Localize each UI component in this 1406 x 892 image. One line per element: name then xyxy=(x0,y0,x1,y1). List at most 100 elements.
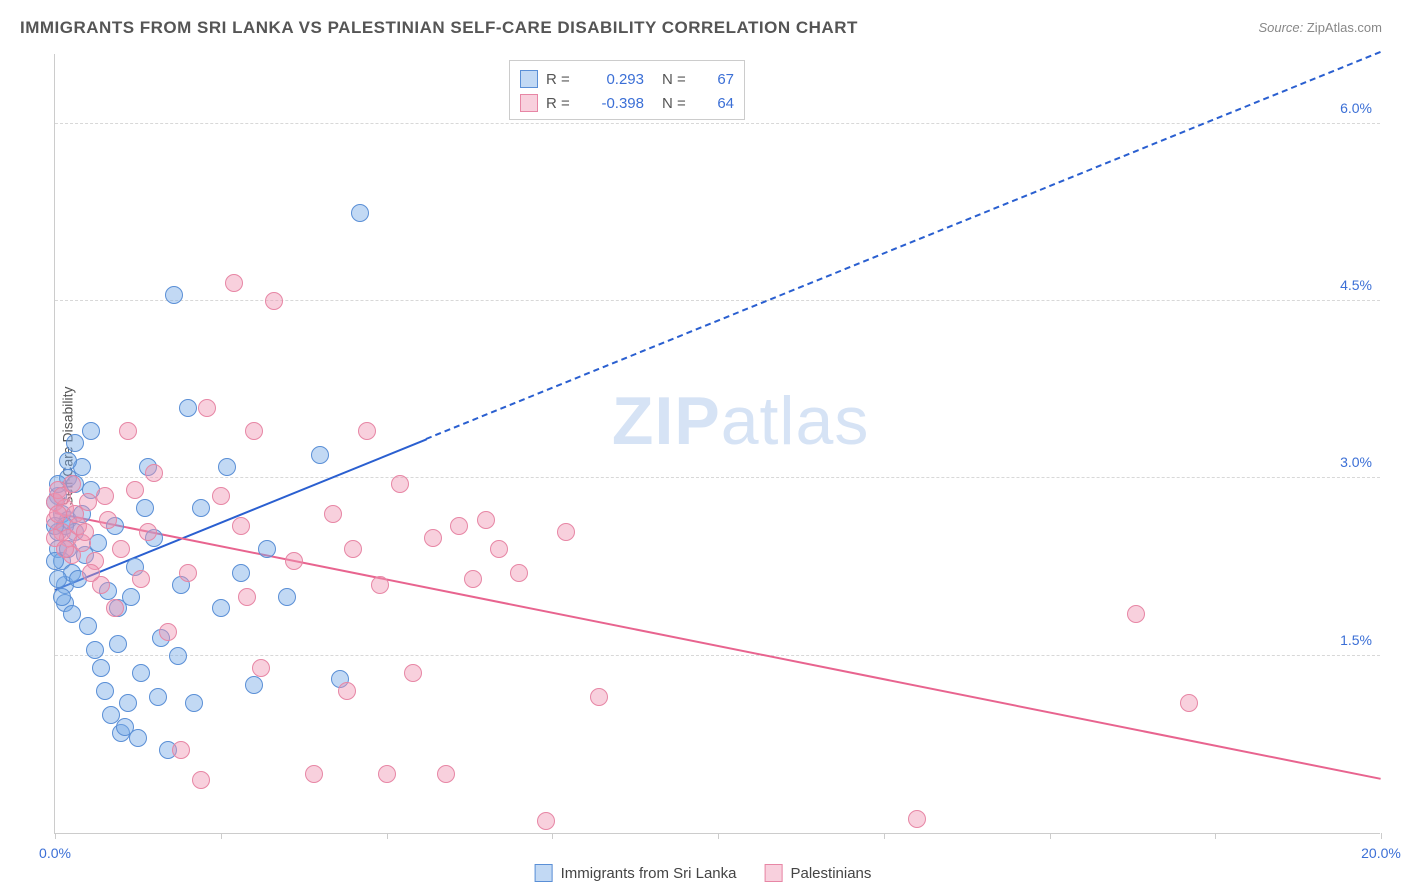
data-point xyxy=(192,771,210,789)
correlation-legend-box: R = 0.293 N = 67 R = -0.398 N = 64 xyxy=(509,60,745,120)
data-point xyxy=(59,452,77,470)
legend-n-label: N = xyxy=(662,95,696,112)
legend-swatch-b xyxy=(765,864,783,882)
data-point xyxy=(172,741,190,759)
gridline xyxy=(55,300,1380,301)
x-tick-label: 20.0% xyxy=(1361,845,1401,861)
data-point xyxy=(165,286,183,304)
data-point xyxy=(404,664,422,682)
data-point xyxy=(212,487,230,505)
x-tick-mark xyxy=(1381,833,1382,839)
data-point xyxy=(245,422,263,440)
legend-n-value: 64 xyxy=(704,95,734,112)
data-point xyxy=(79,493,97,511)
data-point xyxy=(126,481,144,499)
source-name: ZipAtlas.com xyxy=(1307,20,1382,35)
legend-label-b: Palestinians xyxy=(791,865,872,882)
data-point xyxy=(159,623,177,641)
data-point xyxy=(590,688,608,706)
x-tick-mark xyxy=(718,833,719,839)
data-point xyxy=(149,688,167,706)
y-tick-label: 6.0% xyxy=(1340,100,1372,116)
data-point xyxy=(232,564,250,582)
x-tick-mark xyxy=(387,833,388,839)
data-point xyxy=(129,729,147,747)
data-point xyxy=(122,588,140,606)
legend-swatch xyxy=(520,70,538,88)
data-point xyxy=(82,564,100,582)
legend-row: R = -0.398 N = 64 xyxy=(520,91,734,115)
x-tick-mark xyxy=(552,833,553,839)
gridline xyxy=(55,477,1380,478)
data-point xyxy=(63,475,81,493)
data-point xyxy=(477,511,495,529)
legend-swatch xyxy=(520,94,538,112)
data-point xyxy=(285,552,303,570)
source-label: Source: xyxy=(1258,20,1306,35)
data-point xyxy=(49,505,67,523)
x-tick-mark xyxy=(55,833,56,839)
x-tick-label: 0.0% xyxy=(39,845,71,861)
data-point xyxy=(96,487,114,505)
data-point xyxy=(145,464,163,482)
data-point xyxy=(53,588,71,606)
x-tick-mark xyxy=(1215,833,1216,839)
scatter-plot-area: ZIPatlas R =0.293N =67R =-0.398N =64 1.5… xyxy=(54,54,1380,834)
data-point xyxy=(358,422,376,440)
data-point xyxy=(371,576,389,594)
y-tick-label: 1.5% xyxy=(1340,632,1372,648)
data-point xyxy=(136,499,154,517)
data-point xyxy=(311,446,329,464)
data-point xyxy=(324,505,342,523)
data-point xyxy=(86,641,104,659)
legend-r-value: 0.293 xyxy=(588,71,644,88)
data-point xyxy=(119,694,137,712)
gridline xyxy=(55,123,1380,124)
data-point xyxy=(109,635,127,653)
source-credit: Source: ZipAtlas.com xyxy=(1258,20,1382,35)
data-point xyxy=(238,588,256,606)
data-point xyxy=(450,517,468,535)
legend-r-label: R = xyxy=(546,95,580,112)
data-point xyxy=(510,564,528,582)
data-point xyxy=(351,204,369,222)
data-point xyxy=(258,540,276,558)
data-point xyxy=(192,499,210,517)
data-point xyxy=(557,523,575,541)
legend-n-label: N = xyxy=(662,71,696,88)
data-point xyxy=(139,523,157,541)
data-point xyxy=(169,647,187,665)
data-point xyxy=(225,274,243,292)
data-point xyxy=(252,659,270,677)
legend-r-value: -0.398 xyxy=(588,95,644,112)
data-point xyxy=(391,475,409,493)
data-point xyxy=(198,399,216,417)
legend-n-value: 67 xyxy=(704,71,734,88)
data-point xyxy=(908,810,926,828)
data-point xyxy=(378,765,396,783)
data-point xyxy=(424,529,442,547)
data-point xyxy=(464,570,482,588)
data-point xyxy=(82,422,100,440)
data-point xyxy=(106,599,124,617)
trend-line-solid xyxy=(55,512,1381,780)
legend-swatch-a xyxy=(535,864,553,882)
legend-r-label: R = xyxy=(546,71,580,88)
data-point xyxy=(245,676,263,694)
chart-title: IMMIGRANTS FROM SRI LANKA VS PALESTINIAN… xyxy=(20,18,858,38)
data-point xyxy=(96,682,114,700)
data-point xyxy=(179,399,197,417)
data-point xyxy=(49,570,67,588)
x-tick-mark xyxy=(884,833,885,839)
data-point xyxy=(76,523,94,541)
data-point xyxy=(218,458,236,476)
legend-item-series-a: Immigrants from Sri Lanka xyxy=(535,864,737,882)
data-point xyxy=(56,540,74,558)
data-point xyxy=(1127,605,1145,623)
data-point xyxy=(112,540,130,558)
data-point xyxy=(119,422,137,440)
data-point xyxy=(212,599,230,617)
data-point xyxy=(132,664,150,682)
legend-label-a: Immigrants from Sri Lanka xyxy=(561,865,737,882)
data-point xyxy=(132,570,150,588)
